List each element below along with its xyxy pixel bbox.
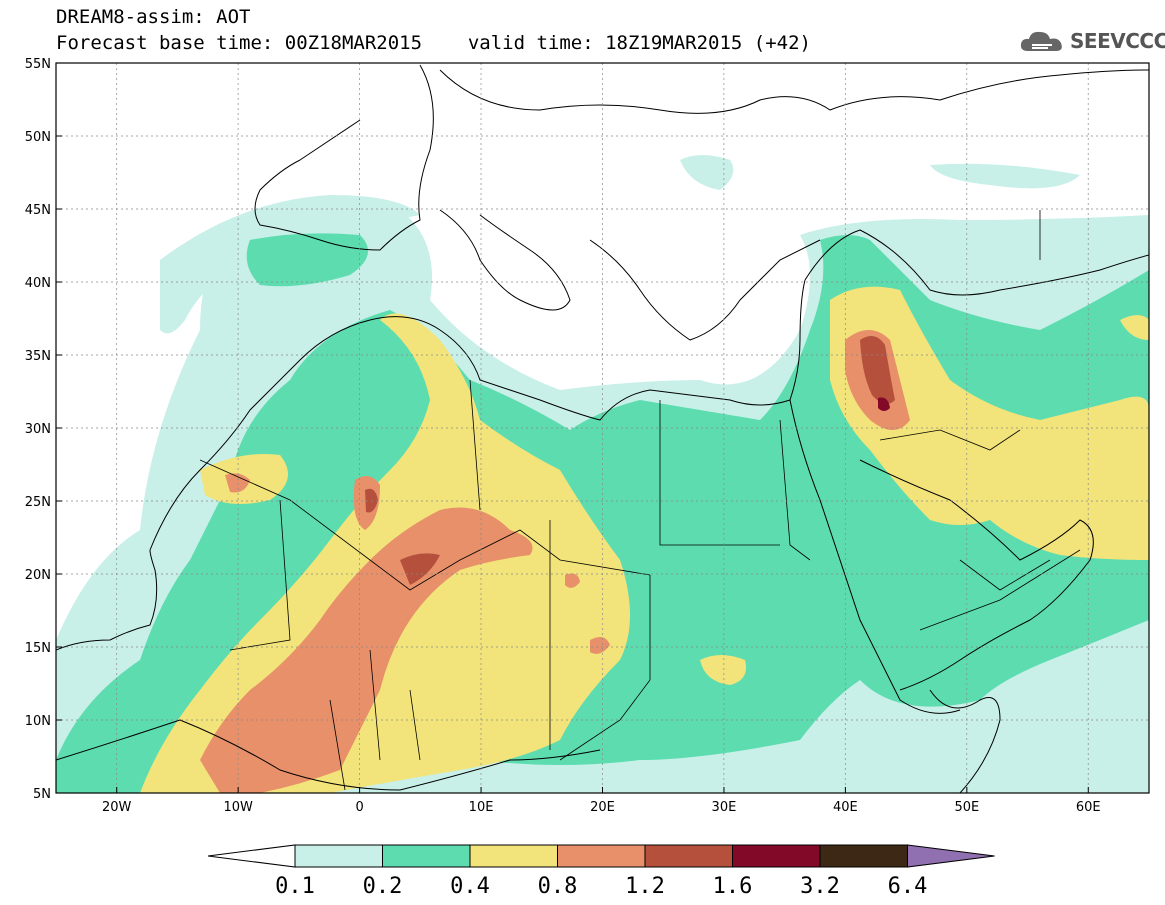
x-tick-label: 10W [223,800,253,815]
colorbar-label: 0.4 [450,874,490,899]
x-tick-label: 50E [954,800,979,815]
colorbar-segment [294,844,383,868]
country-borders [199,210,1081,791]
colorbar-segment [819,844,908,868]
x-axis-ticks: 20W 10W 0 10E 20E 30E 40E 50E 60E [102,787,1101,815]
y-tick-label: 35N [25,349,51,364]
colorbar-label: 6.4 [888,874,928,899]
y-tick-label: 40N [25,276,51,291]
map-title: DREAM8-assim: AOT [56,6,251,28]
y-tick-label: 10N [25,714,51,729]
aot-map: 20W 10W 0 10E 20E 30E 40E 50E 60E 55N 50N 45N 40N 35… [25,57,1150,815]
aot-level-1.6 [878,397,890,411]
y-tick-label: 30N [25,422,51,437]
colorbar-segments [207,844,995,868]
y-tick-label: 20N [25,568,51,583]
y-tick-label: 45N [25,203,51,218]
colorbar-label: 1.2 [625,874,665,899]
colorbar-label: 0.2 [363,874,403,899]
x-tick-label: 0 [355,800,363,815]
colorbar-label: 1.6 [713,874,753,899]
valid-time-label: valid time: 18Z19MAR2015 (+42) [467,32,811,54]
colorbar-segment [382,844,471,868]
colorbar-segment [732,844,821,868]
x-tick-label: 20E [590,800,615,815]
colorbar-labels: 0.1 0.2 0.4 0.8 1.2 1.6 3.2 6.4 [275,874,927,899]
colorbar-label: 0.8 [538,874,578,899]
x-tick-label: 60E [1076,800,1101,815]
logo-text: SEEVCCC [1070,29,1165,53]
y-tick-label: 25N [25,495,51,510]
y-tick-label: 55N [25,57,51,72]
x-tick-label: 30E [712,800,737,815]
colorbar-segment [644,844,733,868]
colorbar-segment [557,844,646,868]
seevccc-logo: SEEVCCC [1018,26,1165,56]
aot-level-1.2 [365,336,895,585]
colorbar: 0.1 0.2 0.4 0.8 1.2 1.6 3.2 6.4 [207,844,995,899]
aot-field [56,63,1149,793]
x-tick-label: 20W [102,800,132,815]
colorbar-segment [469,844,558,868]
cloud-icon [1020,31,1062,51]
colorbar-over-triangle [907,844,995,868]
colorbar-label: 3.2 [800,874,840,899]
colorbar-under-triangle [207,844,296,868]
y-tick-label: 50N [25,130,51,145]
base-time-label: Forecast base time: 00Z18MAR2015 [56,32,423,54]
time-info: Forecast base time: 00Z18MAR2015 valid t… [56,32,811,54]
colorbar-label: 0.1 [275,874,315,899]
x-tick-label: 40E [833,800,858,815]
x-tick-label: 10E [469,800,494,815]
coastlines [56,64,1149,793]
y-axis-ticks: 55N 50N 45N 40N 35N 30N 25N 20N 15N 10N 5N [25,57,62,802]
grid-lines [56,63,1149,793]
y-tick-label: 15N [25,641,51,656]
y-tick-label: 5N [33,787,51,802]
